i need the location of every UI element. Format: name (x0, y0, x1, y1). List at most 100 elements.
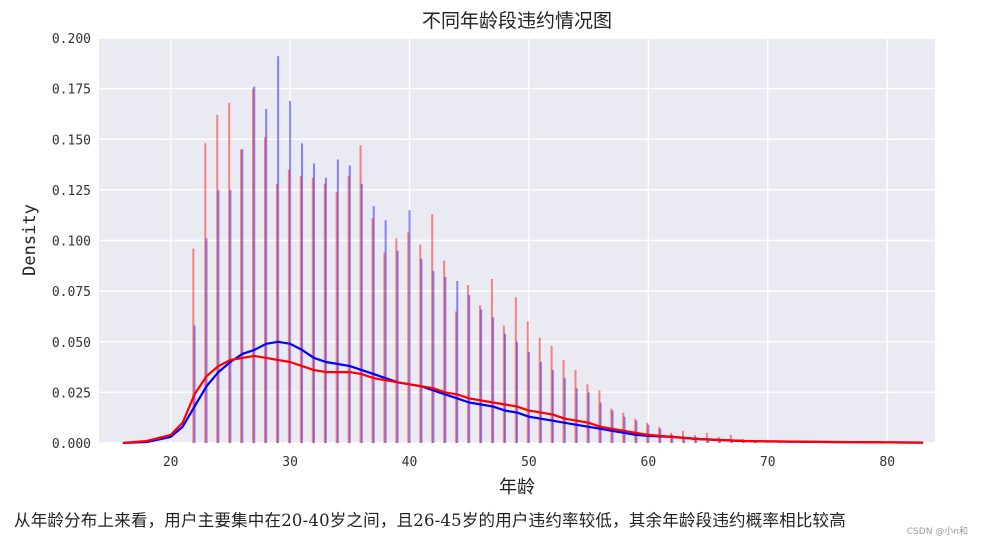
hist-bar-red (252, 88, 255, 443)
y-tick-label: 0.100 (52, 235, 91, 250)
histogram-bars (192, 56, 793, 444)
hist-bar-red (478, 305, 481, 443)
hist-bar-blue (384, 220, 387, 443)
hist-bar-blue (551, 370, 554, 443)
hist-bar-red (371, 218, 374, 443)
hist-bar-blue (408, 210, 411, 443)
hist-bar-blue (456, 281, 459, 443)
hist-bar-blue (599, 402, 602, 443)
hist-bar-red (598, 390, 601, 443)
hist-bar-red (646, 422, 649, 443)
hist-bar-blue (527, 351, 530, 443)
chart: 0.000 0.025 0.050 0.075 0.100 0.125 0.150 0.175… (20, 10, 935, 498)
hist-bar-red (264, 137, 267, 443)
hist-bar-red (323, 183, 326, 444)
y-tick-label: 0.200 (52, 32, 91, 47)
hist-bar-blue (229, 189, 232, 443)
hist-bar-blue (217, 189, 220, 443)
gridlines (99, 37, 935, 444)
watermark: CSDN @小n和 (906, 527, 968, 537)
hist-bar-red (359, 145, 362, 443)
hist-bar-red (705, 432, 708, 443)
hist-bar-red (347, 175, 350, 443)
hist-bar-red (407, 232, 410, 443)
hist-bar-blue (372, 206, 375, 443)
hist-bar-red (443, 260, 446, 443)
hist-bar-red (311, 177, 314, 443)
y-tick-label: 0.025 (52, 386, 91, 401)
hist-bar-red (275, 183, 278, 444)
hist-bar-red (729, 434, 732, 443)
hist-bar-blue (516, 341, 518, 443)
hist-bar-blue (360, 183, 363, 444)
hist-bar-red (467, 285, 470, 443)
hist-bar-blue (432, 270, 435, 443)
hist-bar-blue (575, 388, 578, 443)
x-tick-label: 50 (521, 455, 537, 470)
x-tick-label: 80 (879, 455, 895, 470)
hist-bar-red (431, 214, 434, 443)
kde-line-red (122, 354, 924, 445)
hist-bar-blue (289, 100, 292, 444)
hist-bar-blue (504, 333, 507, 443)
hist-bar-red (610, 408, 613, 443)
hist-bar-blue (468, 295, 471, 443)
hist-bar-red (240, 149, 243, 443)
x-tick-label: 30 (282, 455, 298, 470)
hist-bar-blue (348, 165, 351, 443)
y-axis-label: Density (20, 204, 40, 276)
hist-bar-blue (480, 309, 483, 443)
hist-bar-red (622, 412, 625, 443)
y-tick-label: 0.125 (52, 184, 91, 199)
hist-bar-red (562, 359, 565, 443)
y-tick-labels: 0.000 0.025 0.050 0.075 0.100 0.125 0.150 0.175… (52, 32, 91, 452)
x-tick-label: 60 (641, 455, 657, 470)
hist-bar-blue (730, 440, 733, 443)
x-tick-label: 70 (760, 455, 776, 470)
y-tick-label: 0.000 (52, 437, 91, 452)
hist-bar-blue (563, 378, 566, 443)
hist-bar-blue (611, 410, 614, 443)
hist-bar-blue (241, 149, 244, 443)
hist-bar-red (490, 278, 493, 443)
hist-bar-red (586, 384, 589, 443)
hist-bar-red (550, 345, 553, 443)
hist-bar-blue (492, 317, 495, 443)
x-axis-label: 年龄 (499, 477, 535, 498)
hist-bar-red (383, 252, 386, 443)
hist-bar-blue (396, 250, 399, 443)
hist-bar-red (538, 337, 541, 443)
hist-bar-red (419, 244, 422, 443)
hist-bar-red (514, 297, 517, 443)
y-tick-label: 0.075 (52, 285, 91, 300)
hist-bar-blue (205, 238, 208, 443)
hist-bar-red (634, 418, 637, 443)
kde-line-blue (122, 340, 924, 445)
y-tick-label: 0.175 (52, 83, 91, 98)
hist-bar-blue (324, 177, 327, 443)
hist-bar-blue (336, 159, 339, 443)
y-tick-label: 0.050 (52, 336, 91, 351)
hist-bar-red (395, 238, 398, 443)
hist-bar-blue (587, 392, 590, 443)
hist-bar-blue (265, 108, 268, 443)
hist-bar-red (299, 175, 302, 443)
hist-bar-blue (312, 163, 315, 444)
kde-curves (122, 340, 924, 445)
hist-bar-red (502, 325, 505, 443)
hist-bar-red (455, 311, 458, 443)
hist-bar-blue (301, 143, 304, 444)
hist-bar-blue (420, 258, 423, 443)
x-tick-label: 40 (402, 455, 418, 470)
hist-bar-blue (444, 276, 447, 443)
chart-title: 不同年龄段违约情况图 (422, 10, 612, 32)
hist-bar-red (192, 248, 195, 443)
hist-bar-red (228, 102, 231, 444)
hist-bar-red (526, 321, 529, 443)
hist-bar-red (287, 169, 290, 443)
hist-bar-blue (539, 362, 542, 443)
hist-bar-blue (707, 438, 710, 443)
hist-bar-red (216, 114, 219, 443)
x-tick-labels: 20 30 40 50 60 70 80 (163, 455, 895, 470)
hist-bar-red (574, 370, 577, 443)
